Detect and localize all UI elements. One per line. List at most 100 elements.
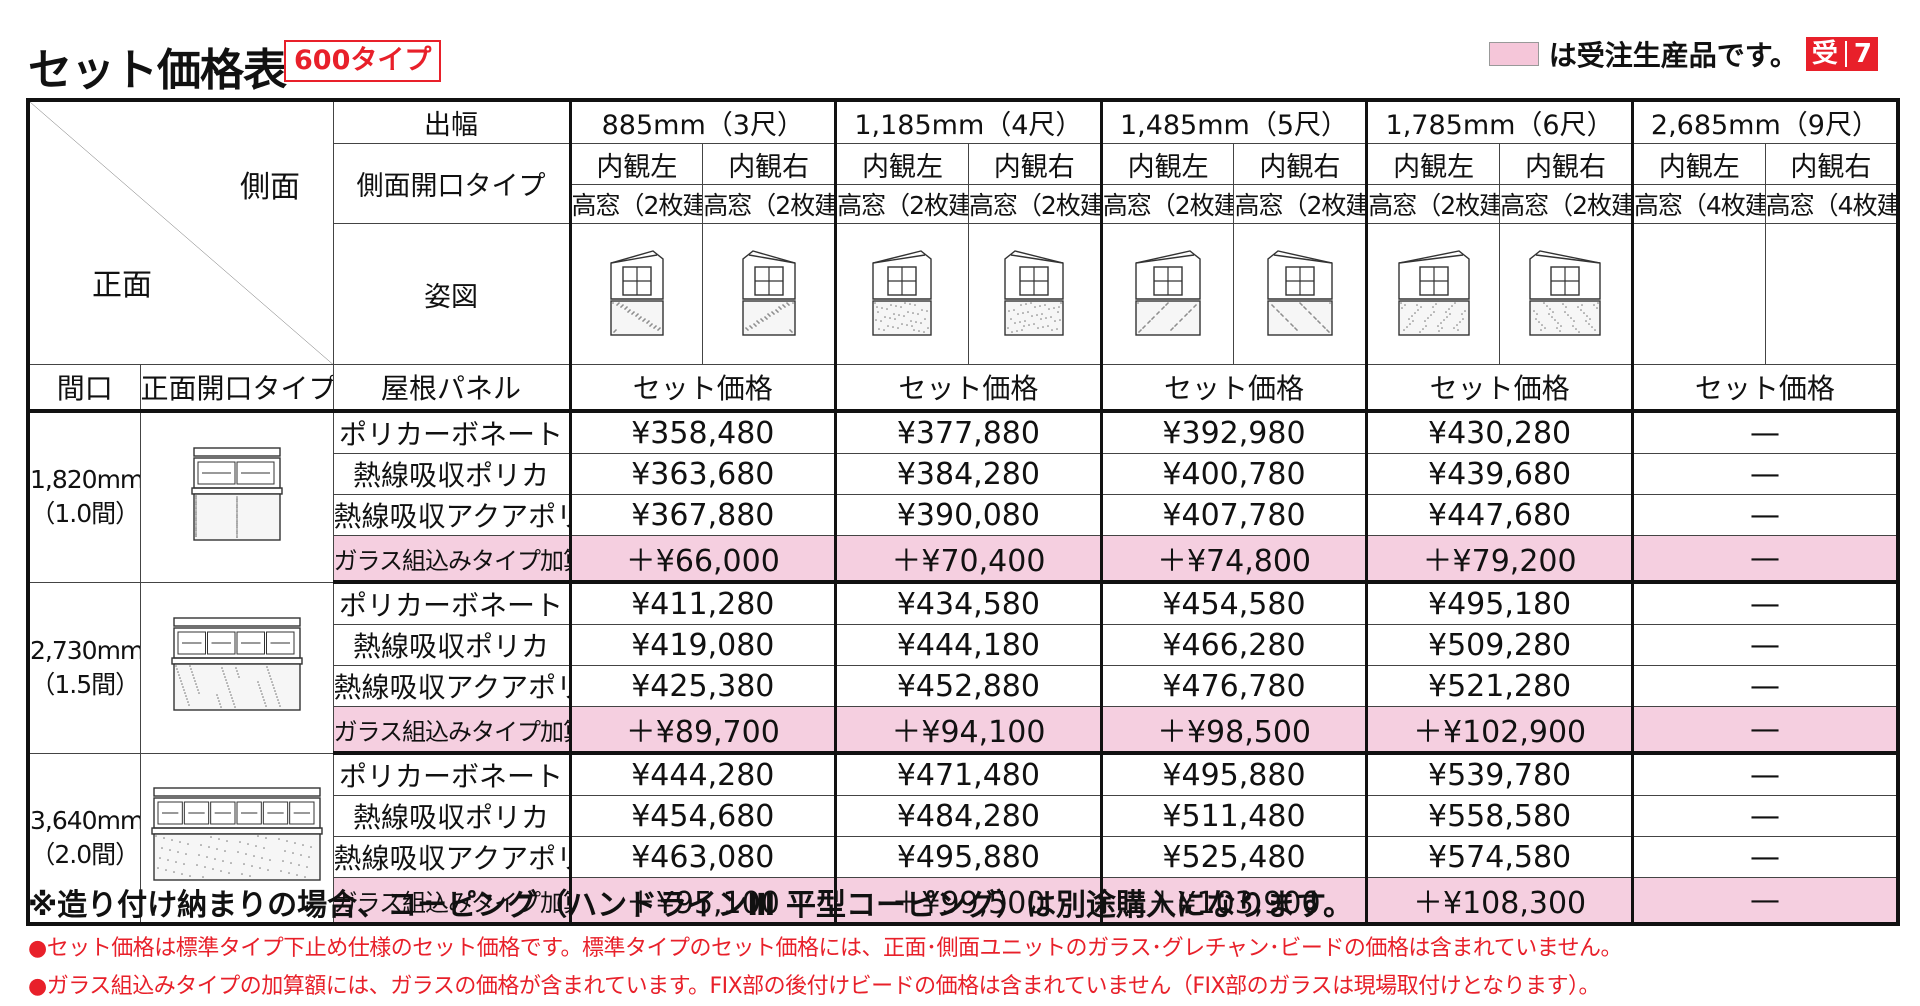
price-cell: ¥471,480 xyxy=(834,752,1102,796)
price-cell: ¥509,280 xyxy=(1365,624,1633,666)
window-type-header: 高窓（2枚建） xyxy=(967,184,1102,224)
price-cell: ＋¥102,900 xyxy=(1365,706,1633,755)
maguchi-label: 間口 xyxy=(27,364,141,413)
price-cell: — xyxy=(1630,665,1899,707)
price-cell: ¥447,680 xyxy=(1365,494,1633,536)
window-type-header: 高窓（2枚建） xyxy=(702,184,837,224)
notes: ※造り付け納まりの場合、コーピング（ハンドラインⅢ 平型コーピング）は別途購入に… xyxy=(28,880,1623,1000)
side-open-label: 側面開口タイプ xyxy=(332,143,571,224)
side-figure-cell xyxy=(1099,223,1235,365)
side-figure-cell xyxy=(1630,223,1766,365)
price-cell: ¥367,880 xyxy=(568,494,837,536)
price-cell: ¥574,580 xyxy=(1365,836,1633,878)
price-cell: ¥430,280 xyxy=(1365,410,1633,454)
price-cell: ＋¥89,700 xyxy=(568,706,837,755)
made-to-order-swatch xyxy=(1488,42,1539,66)
window-type-header: 高窓（2枚建） xyxy=(568,184,704,224)
price-cell: — xyxy=(1630,795,1899,837)
set-price-header: セット価格 xyxy=(568,364,837,413)
side-type-header: 内観左 xyxy=(834,143,969,185)
note-set-price-text: セット価格は標準タイプ下止め仕様のセット価格です。標準タイプのセット価格には、正… xyxy=(46,936,1623,961)
price-cell: — xyxy=(1630,836,1899,878)
side-elevation-icon xyxy=(1264,249,1336,344)
maguchi-value: 3,640mm xyxy=(30,805,140,835)
price-cell: ¥521,280 xyxy=(1365,665,1633,707)
price-cell: ¥511,480 xyxy=(1099,795,1368,837)
note-set-price: ●セット価格は標準タイプ下止め仕様のセット価格です。標準タイプのセット価格には、… xyxy=(28,930,1623,962)
side-figure-cell xyxy=(967,223,1102,365)
roof-panel-name: ポリカーボネート xyxy=(332,410,571,454)
side-type-header: 内観左 xyxy=(568,143,704,185)
side-type-header: 内観右 xyxy=(1233,143,1368,185)
side-elevation-icon xyxy=(869,249,935,344)
front-figure-cell xyxy=(139,752,334,925)
window-type-header: 高窓（2枚建） xyxy=(1233,184,1368,224)
price-cell: — xyxy=(1630,410,1899,454)
table-row: 熱線吸収アクアポリカ¥463,080¥495,880¥525,480¥574,5… xyxy=(28,836,1899,878)
price-cell: ＋¥95,100 xyxy=(568,877,837,926)
table-row: 熱線吸収アクアポリカ¥425,380¥452,880¥476,780¥521,2… xyxy=(28,665,1899,707)
price-cell: — xyxy=(1630,877,1899,926)
table-row: 2,730mm （1.5間） ポリカーボネート ¥411,280 ¥434,580 ¥45… xyxy=(27,581,1899,754)
set-price-header: セット価格 xyxy=(1099,364,1368,413)
maguchi-value: （1.5間） xyxy=(30,669,140,699)
price-cell: ¥466,280 xyxy=(1099,624,1368,666)
price-cell: ¥444,180 xyxy=(834,624,1102,666)
note-coping: ※造り付け納まりの場合、コーピング（ハンドラインⅢ 平型コーピング）は別途購入に… xyxy=(28,888,1353,923)
side-elevation-icon xyxy=(1526,249,1604,344)
price-cell: ¥484,280 xyxy=(834,795,1102,837)
front-label: 正面 xyxy=(92,268,152,303)
price-cell: — xyxy=(1630,494,1899,536)
side-figure-cell xyxy=(1764,223,1899,365)
maguchi-value: （1.0間） xyxy=(30,499,140,529)
table-row: 熱線吸収ポリカ ¥454,680 ¥484,280 ¥511,480 ¥558,580— xyxy=(28,795,1899,837)
side-figure-cell xyxy=(1233,223,1368,365)
figure-label: 姿図 xyxy=(332,223,571,365)
width-label: 出幅 xyxy=(332,99,571,144)
table-row: 熱線吸収アクアポリカ¥367,880¥390,080¥407,780¥447,6… xyxy=(28,494,1899,536)
price-cell: — xyxy=(1630,706,1899,755)
roof-panel-name: ポリカーボネート xyxy=(332,752,571,796)
price-cell: ¥495,880 xyxy=(1099,752,1368,796)
width-header: 1,185mm（4尺） xyxy=(834,99,1102,144)
side-label: 側面 xyxy=(240,170,300,205)
page-title: セット価格表 xyxy=(28,45,287,96)
roof-panel-name: 熱線吸収アクアポリカ xyxy=(332,494,571,536)
price-cell: ¥539,780 xyxy=(1365,752,1633,796)
price-table: 側面 正面 出幅 885mm（3尺） 1,185mm（4尺） 1,485mm（5尺）… xyxy=(26,98,1900,926)
roof-label: 屋根パネル xyxy=(332,364,571,413)
side-figure-cell xyxy=(1499,223,1633,365)
bullet-mark: ● xyxy=(28,936,47,961)
maguchi-value: 1,820mm xyxy=(30,465,140,495)
type-badge: 600タイプ xyxy=(284,40,442,82)
front-open-label: 正面開口タイプ xyxy=(139,364,334,413)
order-badge-right: 7 xyxy=(1853,39,1872,69)
window-type-header: 高窓（2枚建） xyxy=(1499,184,1633,224)
bullet-mark: ● xyxy=(28,974,47,999)
set-price-header: セット価格 xyxy=(1365,364,1633,413)
front-elevation-icon xyxy=(190,447,284,551)
price-cell: ¥434,580 xyxy=(834,581,1102,625)
front-figure-cell xyxy=(139,410,334,583)
table-row: 熱線吸収ポリカ ¥363,680 ¥384,280 ¥400,780 ¥439,680— xyxy=(28,453,1899,495)
width-header: 885mm（3尺） xyxy=(568,99,837,144)
price-cell: ¥425,380 xyxy=(568,665,837,707)
front-elevation-icon xyxy=(150,787,324,891)
front-figure-cell xyxy=(139,581,334,754)
price-cell: ＋¥108,300 xyxy=(1365,877,1633,926)
roof-panel-name: 熱線吸収ポリカ xyxy=(332,624,571,666)
roof-panel-name: ガラス組込みタイプ加算額 xyxy=(332,877,571,926)
maguchi-cell: 1,820mm （1.0間） xyxy=(27,410,141,583)
roof-panel-name: 熱線吸収アクアポリカ xyxy=(332,665,571,707)
side-type-header: 内観右 xyxy=(1499,143,1633,185)
price-cell: ¥419,080 xyxy=(568,624,837,666)
price-cell: ¥454,580 xyxy=(1099,581,1368,625)
window-type-header: 高窓（2枚建） xyxy=(1099,184,1235,224)
side-type-header: 内観右 xyxy=(702,143,837,185)
window-type-header: 高窓（4枚建） xyxy=(1764,184,1899,224)
price-cell: ¥454,680 xyxy=(568,795,837,837)
price-cell: — xyxy=(1630,453,1899,495)
price-cell: ¥390,080 xyxy=(834,494,1102,536)
